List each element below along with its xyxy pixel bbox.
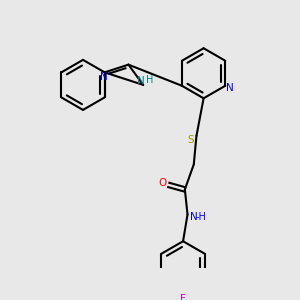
Text: N: N [226, 82, 234, 93]
Text: H: H [146, 75, 153, 85]
Text: N: N [100, 72, 108, 82]
Text: F: F [180, 294, 186, 300]
Text: S: S [188, 135, 194, 145]
Text: N: N [136, 76, 144, 86]
Text: -H: -H [196, 212, 206, 222]
Text: O: O [158, 178, 166, 188]
Text: N: N [190, 212, 198, 222]
